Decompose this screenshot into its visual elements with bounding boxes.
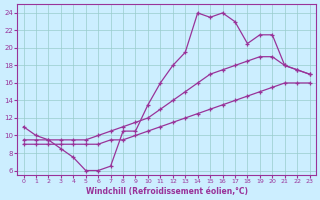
X-axis label: Windchill (Refroidissement éolien,°C): Windchill (Refroidissement éolien,°C) [85, 187, 248, 196]
